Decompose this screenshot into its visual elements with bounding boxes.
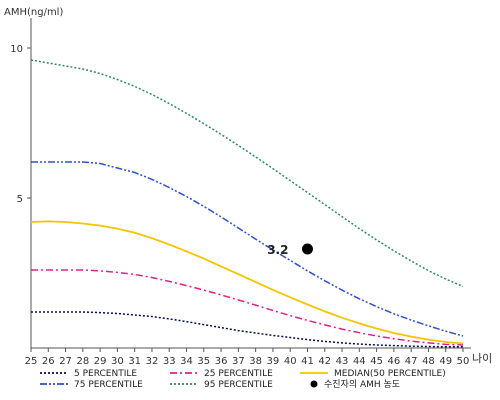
x-axis-label: 나이 bbox=[472, 352, 492, 365]
legend-marker-swatch bbox=[310, 380, 318, 388]
x-tick-label: 30 bbox=[111, 356, 124, 367]
x-tick-label: 26 bbox=[42, 356, 55, 367]
x-tick-label: 44 bbox=[353, 356, 366, 367]
x-tick-label: 28 bbox=[76, 356, 89, 367]
y-axis-label: AMH(ng/ml) bbox=[4, 7, 63, 18]
x-tick-label: 42 bbox=[318, 356, 331, 367]
legend-label-1: 25 PERCENTILE bbox=[204, 369, 273, 379]
axes: 25 26 27 28 29 30 31 32 33 34 35 36 37 38 39 40 41 42 43 44… bbox=[10, 18, 471, 367]
legend: 5 PERCENTILE 25 PERCENTILE MEDIAN(50 PERCE… bbox=[40, 369, 446, 390]
x-tick-label: 43 bbox=[336, 356, 349, 367]
x-tick-label: 50 bbox=[457, 356, 470, 367]
x-tick-label: 31 bbox=[128, 356, 141, 367]
x-tick-label: 40 bbox=[284, 356, 297, 367]
x-tick-label: 45 bbox=[370, 356, 383, 367]
patient-amh-marker bbox=[301, 243, 313, 255]
series-line-3 bbox=[31, 161, 464, 337]
y-tick-label: 5 bbox=[17, 194, 23, 205]
x-tick-label: 33 bbox=[163, 356, 176, 367]
x-tick-label: 36 bbox=[215, 356, 228, 367]
x-tick-label: 49 bbox=[439, 356, 452, 367]
x-tick-label: 46 bbox=[388, 356, 401, 367]
x-tick-label: 29 bbox=[94, 356, 107, 367]
legend-label-0: 5 PERCENTILE bbox=[74, 369, 137, 379]
series-line-2 bbox=[30, 220, 464, 345]
legend-label-2: MEDIAN(50 PERCENTILE) bbox=[334, 369, 446, 379]
x-tick-label: 27 bbox=[59, 356, 72, 367]
x-tick-label: 38 bbox=[249, 356, 262, 367]
legend-label-4: 95 PERCENTILE bbox=[204, 380, 273, 390]
marker-layer: 3.2 bbox=[267, 243, 313, 257]
series-layer bbox=[30, 59, 464, 348]
series-line-4 bbox=[30, 59, 464, 288]
series-line-0 bbox=[31, 311, 463, 348]
x-tick-label: 47 bbox=[405, 356, 418, 367]
legend-marker-label: 수진자의 AMH 농도 bbox=[324, 379, 400, 390]
x-tick-label: 35 bbox=[197, 356, 210, 367]
x-tick-label: 32 bbox=[146, 356, 159, 367]
x-tick-label: 48 bbox=[422, 356, 435, 367]
y-tick-label: 10 bbox=[10, 44, 23, 55]
x-tick-label: 37 bbox=[232, 356, 245, 367]
legend-label-3: 75 PERCENTILE bbox=[74, 380, 143, 390]
x-tick-label: 25 bbox=[25, 356, 38, 367]
x-tick-label: 41 bbox=[301, 356, 314, 367]
x-tick-label: 39 bbox=[267, 356, 280, 367]
x-tick-label: 34 bbox=[180, 356, 193, 367]
patient-amh-label: 3.2 bbox=[267, 243, 288, 257]
